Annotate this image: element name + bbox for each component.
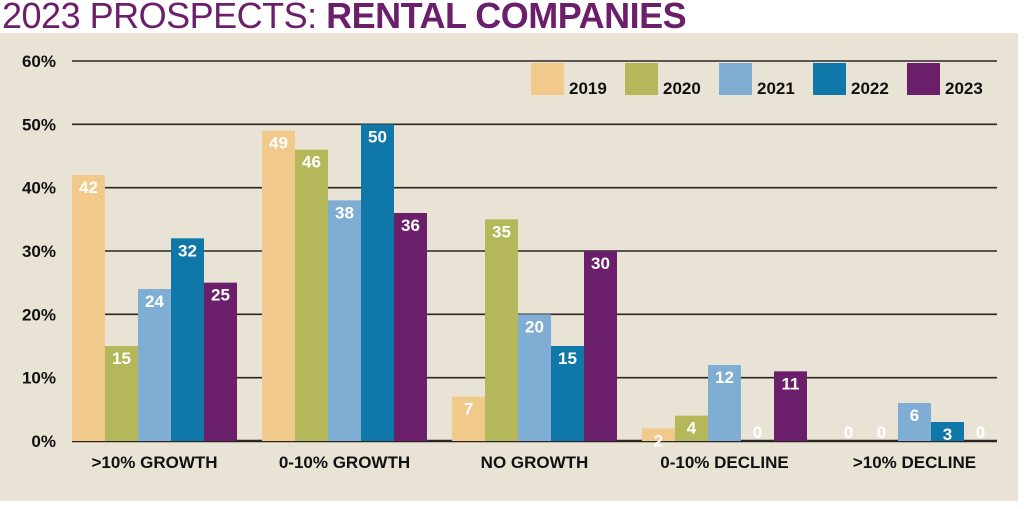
y-tick-label: 10% [22, 369, 56, 388]
bar-value-label: 0 [844, 423, 853, 442]
legend-label: 2021 [757, 79, 795, 98]
bar [708, 365, 741, 441]
legend-label: 2019 [569, 79, 607, 98]
bar [204, 282, 237, 441]
bar [394, 213, 427, 441]
chart-title-light: 2023 PROSPECTS: [2, 0, 327, 36]
y-axis-ticks: 0% 10% 20% 30% 40% 50% 60% [22, 52, 56, 451]
bar-value-label: 50 [368, 127, 387, 146]
bar-value-label: 15 [558, 349, 577, 368]
x-category-label: 0-10% DECLINE [660, 453, 788, 472]
bar-value-label: 36 [401, 216, 420, 235]
bar [262, 130, 295, 441]
x-category-label: NO GROWTH [481, 453, 589, 472]
bar-value-label: 4 [687, 419, 697, 438]
bar-value-label: 6 [910, 406, 919, 425]
legend-swatch [625, 63, 658, 95]
bar-value-label: 35 [492, 222, 511, 241]
x-category-label: 0-10% GROWTH [279, 453, 410, 472]
legend: 2019 2020 2021 2022 2023 [531, 63, 983, 98]
bar [774, 371, 807, 441]
y-tick-label: 40% [22, 179, 56, 198]
bar-value-label: 12 [715, 368, 734, 387]
bar-value-label: 0 [976, 423, 985, 442]
bar [675, 415, 708, 441]
bar [452, 396, 485, 441]
bar [551, 346, 584, 441]
y-tick-label: 50% [22, 115, 56, 134]
legend-swatch [531, 63, 564, 95]
bar [361, 124, 394, 441]
bar [105, 346, 138, 441]
bar-value-label: 20 [525, 317, 544, 336]
bar [72, 175, 105, 441]
bar [584, 251, 617, 441]
bar-value-label: 3 [943, 425, 952, 444]
bar-value-label: 7 [464, 400, 473, 419]
bar-value-label: 2 [654, 431, 663, 450]
bar [485, 219, 518, 441]
bar-value-label: 0 [753, 423, 762, 442]
legend-label: 2020 [663, 79, 701, 98]
bar-value-label: 25 [211, 286, 230, 305]
bar-value-label: 24 [145, 292, 164, 311]
bar [328, 200, 361, 441]
chart-title: 2023 PROSPECTS: RENTAL COMPANIES [2, 0, 687, 36]
bar-value-label: 15 [112, 349, 131, 368]
bar [931, 422, 964, 441]
legend-swatch [813, 63, 846, 95]
x-category-label: >10% DECLINE [853, 453, 976, 472]
bar [295, 149, 328, 441]
x-axis-labels: >10% GROWTH 0-10% GROWTH NO GROWTH 0-10% DE… [91, 453, 976, 472]
bar [171, 238, 204, 441]
y-tick-label: 30% [22, 242, 56, 261]
bar-value-label: 11 [782, 374, 800, 393]
y-tick-label: 60% [22, 52, 56, 71]
bar [642, 428, 675, 441]
bar-value-label: 32 [178, 241, 197, 260]
x-category-label: >10% GROWTH [91, 453, 217, 472]
y-tick-label: 20% [22, 305, 56, 324]
bar [898, 403, 931, 441]
legend-label: 2022 [851, 79, 889, 98]
bar-value-label: 42 [79, 178, 98, 197]
chart-title-bold: RENTAL COMPANIES [326, 0, 687, 36]
legend-label: 2023 [945, 79, 983, 98]
bar-value-label: 49 [269, 134, 288, 153]
bar-value-label: 30 [591, 254, 610, 273]
y-tick-label: 0% [31, 432, 56, 451]
legend-swatch [907, 63, 940, 95]
legend-swatch [719, 63, 752, 95]
bar-value-label: 0 [877, 423, 886, 442]
bar [138, 289, 171, 441]
bar-value-label: 46 [302, 153, 321, 172]
bar [518, 314, 551, 441]
bar-value-label: 38 [335, 203, 354, 222]
